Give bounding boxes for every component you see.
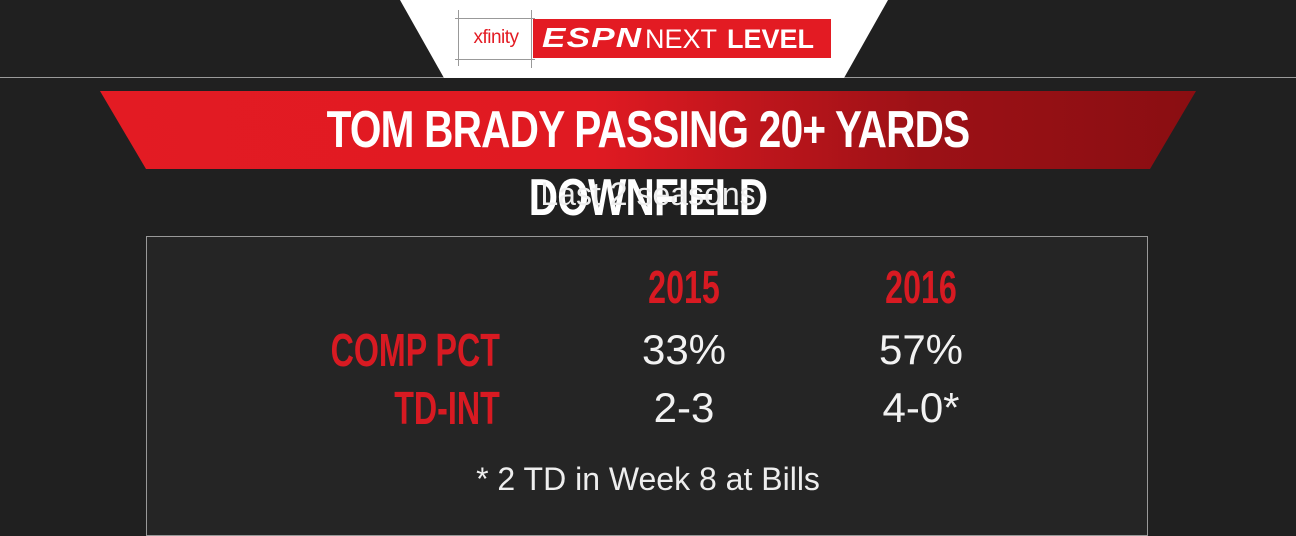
xfinity-frame: [455, 10, 535, 66]
level-label: LEVEL: [727, 24, 815, 54]
row-label-comp-pct: COMP PCT: [330, 324, 500, 376]
row-label-td-int: TD-INT: [394, 382, 500, 434]
espn-logo-box: [533, 19, 831, 58]
subtitle: Last 2 seasons: [540, 176, 756, 212]
logo-divider: [531, 10, 532, 68]
cell-td-int-2015: 2-3: [653, 384, 715, 431]
footnote: * 2 TD in Week 8 at Bills: [476, 461, 820, 497]
cell-td-int-2016: 4-0*: [882, 384, 960, 431]
title-banner: [100, 91, 1196, 169]
xfinity-logo: xfinity: [473, 27, 519, 48]
cell-comp-pct-2015: 33%: [641, 326, 727, 373]
page-title: TOM BRADY PASSING 20+ YARDS DOWNFIELD: [326, 101, 971, 227]
cell-comp-pct-2016: 57%: [878, 326, 964, 373]
stats-box: [146, 236, 1148, 536]
next-label: NEXT: [645, 24, 718, 54]
column-header-2015: 2015: [648, 261, 720, 313]
espn-logo: ESPN: [542, 22, 643, 53]
column-header-2016: 2016: [885, 261, 957, 313]
